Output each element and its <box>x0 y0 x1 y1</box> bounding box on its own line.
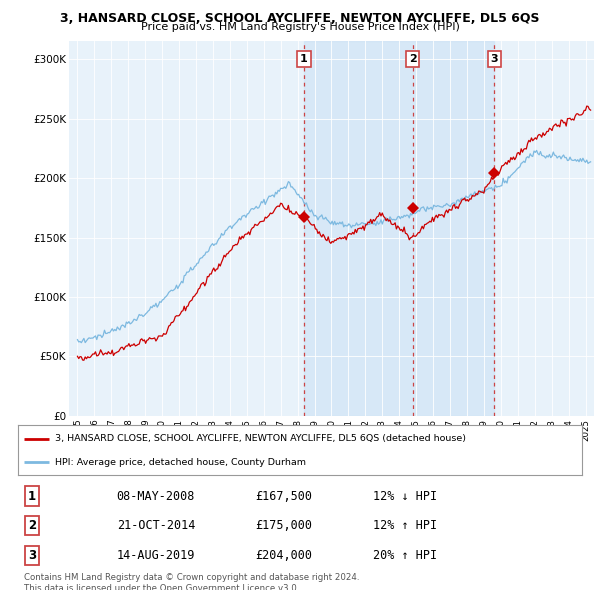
Text: 12% ↓ HPI: 12% ↓ HPI <box>373 490 437 503</box>
Text: 08-MAY-2008: 08-MAY-2008 <box>116 490 195 503</box>
Text: HPI: Average price, detached house, County Durham: HPI: Average price, detached house, Coun… <box>55 458 305 467</box>
Text: £204,000: £204,000 <box>255 549 312 562</box>
Text: 20% ↑ HPI: 20% ↑ HPI <box>373 549 437 562</box>
Bar <box>304 41 494 416</box>
Text: 14-AUG-2019: 14-AUG-2019 <box>116 549 195 562</box>
Text: £167,500: £167,500 <box>255 490 312 503</box>
Text: Price paid vs. HM Land Registry's House Price Index (HPI): Price paid vs. HM Land Registry's House … <box>140 22 460 32</box>
Text: 2: 2 <box>28 519 36 532</box>
Text: 3, HANSARD CLOSE, SCHOOL AYCLIFFE, NEWTON AYCLIFFE, DL5 6QS (detached house): 3, HANSARD CLOSE, SCHOOL AYCLIFFE, NEWTO… <box>55 434 466 443</box>
Text: 12% ↑ HPI: 12% ↑ HPI <box>373 519 437 532</box>
Text: 1: 1 <box>28 490 36 503</box>
Text: 21-OCT-2014: 21-OCT-2014 <box>116 519 195 532</box>
Text: 1: 1 <box>300 54 308 64</box>
Text: 2: 2 <box>409 54 416 64</box>
Text: 3: 3 <box>28 549 36 562</box>
Text: £175,000: £175,000 <box>255 519 312 532</box>
Text: 3: 3 <box>491 54 498 64</box>
Text: 3, HANSARD CLOSE, SCHOOL AYCLIFFE, NEWTON AYCLIFFE, DL5 6QS: 3, HANSARD CLOSE, SCHOOL AYCLIFFE, NEWTO… <box>60 12 540 25</box>
Text: Contains HM Land Registry data © Crown copyright and database right 2024.
This d: Contains HM Land Registry data © Crown c… <box>24 573 359 590</box>
